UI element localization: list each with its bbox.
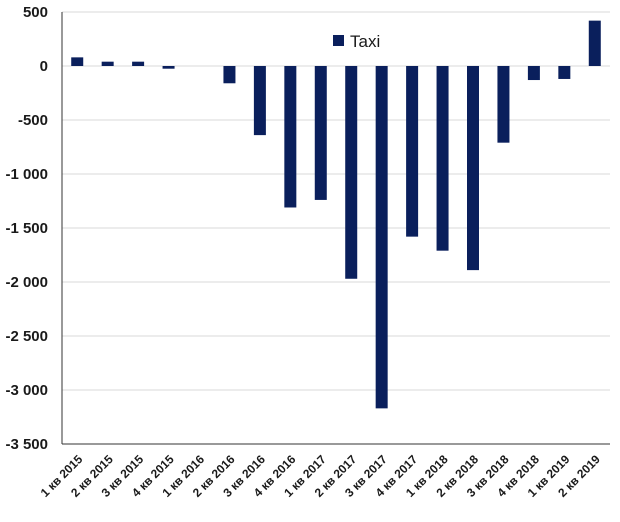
y-tick-label: 500 (23, 4, 48, 21)
legend-swatch (333, 35, 344, 46)
bar (162, 66, 175, 69)
bar (436, 66, 449, 251)
bar (558, 66, 571, 79)
bar (527, 66, 540, 81)
y-tick-label: 0 (40, 58, 48, 75)
y-tick-labels: 500 0 -500 -1 000 -1 500 -2 000 -2 500 -3 000 -3… (5, 4, 48, 453)
y-tick-label: -500 (18, 112, 48, 129)
bar (101, 61, 114, 66)
bar (132, 61, 145, 66)
bar (375, 66, 388, 409)
y-tick-label: -2 500 (5, 328, 48, 345)
bar (588, 20, 601, 66)
bar (71, 57, 84, 66)
bar (314, 66, 327, 200)
y-tick-label: -2 000 (5, 274, 48, 291)
y-tick-label: -3 000 (5, 382, 48, 399)
bar (284, 66, 297, 208)
bar (467, 66, 479, 271)
bar (223, 66, 236, 84)
bar (406, 66, 419, 237)
gridlines (62, 11, 610, 445)
bar (497, 66, 510, 143)
y-tick-label: -1 500 (5, 220, 48, 237)
legend: Taxi (333, 32, 380, 51)
y-tick-label: -1 000 (5, 166, 48, 183)
legend-label: Taxi (350, 32, 380, 51)
y-tick-label: -3 500 (5, 436, 48, 453)
bars (71, 20, 601, 409)
bar (345, 66, 358, 279)
axes (61, 12, 610, 445)
bar (253, 66, 266, 136)
